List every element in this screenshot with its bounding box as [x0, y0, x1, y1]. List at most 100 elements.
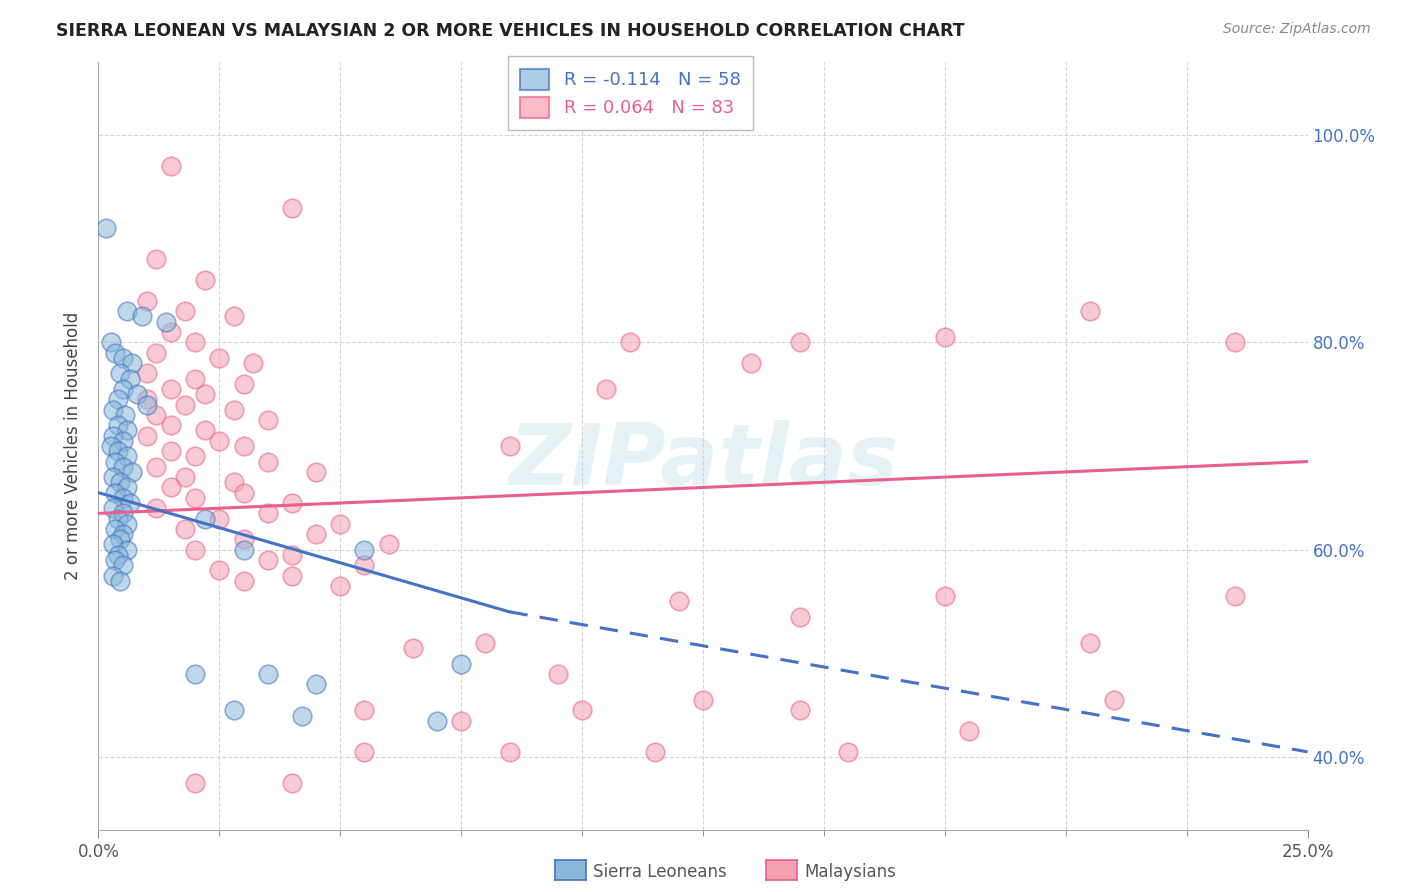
Point — [281, 548, 304, 562]
Point — [789, 335, 811, 350]
Point — [194, 387, 217, 401]
Point — [135, 398, 157, 412]
Point — [145, 408, 167, 422]
Point — [111, 351, 134, 365]
Point — [111, 382, 134, 396]
Point — [256, 507, 278, 521]
Point — [135, 367, 157, 381]
Point — [353, 745, 375, 759]
Point — [353, 542, 375, 557]
Point — [208, 434, 231, 448]
Point — [1223, 335, 1246, 350]
Point — [107, 548, 129, 562]
Point — [160, 382, 183, 396]
Point — [117, 480, 139, 494]
Point — [145, 459, 167, 474]
Point — [145, 252, 167, 267]
Point — [108, 574, 131, 588]
Point — [256, 667, 278, 681]
Point — [108, 533, 131, 547]
Point — [194, 511, 217, 525]
Point — [789, 610, 811, 624]
Point — [1078, 304, 1101, 318]
Point — [789, 703, 811, 717]
Point — [194, 424, 217, 438]
Point — [256, 413, 278, 427]
Point — [208, 563, 231, 577]
Point — [232, 542, 254, 557]
Point — [108, 367, 131, 381]
Point — [184, 776, 207, 790]
Text: Source: ZipAtlas.com: Source: ZipAtlas.com — [1223, 22, 1371, 37]
Text: ZIPatlas: ZIPatlas — [508, 420, 898, 503]
Point — [232, 533, 254, 547]
Text: Sierra Leoneans: Sierra Leoneans — [593, 863, 727, 881]
Point — [934, 590, 956, 604]
Point — [118, 371, 141, 385]
Point — [595, 382, 617, 396]
Point — [450, 657, 472, 671]
Point — [222, 310, 245, 324]
Point — [184, 371, 207, 385]
Point — [450, 714, 472, 728]
Point — [174, 522, 197, 536]
Point — [498, 439, 520, 453]
Point — [118, 496, 141, 510]
Point — [104, 553, 127, 567]
Point — [232, 439, 254, 453]
Point — [101, 501, 124, 516]
Point — [107, 418, 129, 433]
Point — [571, 703, 593, 717]
Point — [329, 579, 352, 593]
Point — [111, 459, 134, 474]
Point — [934, 330, 956, 344]
Point — [114, 408, 136, 422]
Point — [131, 310, 153, 324]
Point — [101, 568, 124, 582]
Point — [184, 450, 207, 464]
Point — [281, 776, 304, 790]
Point — [117, 450, 139, 464]
Point — [160, 444, 183, 458]
Point — [305, 677, 328, 691]
Point — [117, 516, 139, 531]
Point — [184, 335, 207, 350]
Point — [547, 667, 569, 681]
Point — [184, 491, 207, 505]
Point — [160, 480, 183, 494]
Legend: R = -0.114   N = 58, R = 0.064   N = 83: R = -0.114 N = 58, R = 0.064 N = 83 — [508, 56, 754, 130]
Point — [160, 418, 183, 433]
Point — [104, 454, 127, 468]
Point — [426, 714, 449, 728]
Point — [194, 273, 217, 287]
Point — [242, 356, 264, 370]
Point — [474, 636, 496, 650]
Point — [668, 594, 690, 608]
Point — [184, 542, 207, 557]
Point — [111, 507, 134, 521]
Point — [101, 428, 124, 442]
Point — [353, 558, 375, 573]
Point — [104, 485, 127, 500]
Point — [1078, 636, 1101, 650]
Point — [402, 641, 425, 656]
Point — [256, 553, 278, 567]
Point — [644, 745, 666, 759]
Point — [107, 392, 129, 407]
Point — [377, 537, 399, 551]
Point — [135, 392, 157, 407]
Point — [232, 574, 254, 588]
Point — [208, 351, 231, 365]
Point — [107, 444, 129, 458]
Point — [290, 708, 312, 723]
Point — [837, 745, 859, 759]
Point — [208, 511, 231, 525]
Point — [101, 537, 124, 551]
Point — [232, 376, 254, 391]
Point — [100, 439, 122, 453]
Point — [281, 568, 304, 582]
Point — [117, 304, 139, 318]
Point — [305, 465, 328, 479]
Point — [160, 325, 183, 339]
Point — [232, 485, 254, 500]
